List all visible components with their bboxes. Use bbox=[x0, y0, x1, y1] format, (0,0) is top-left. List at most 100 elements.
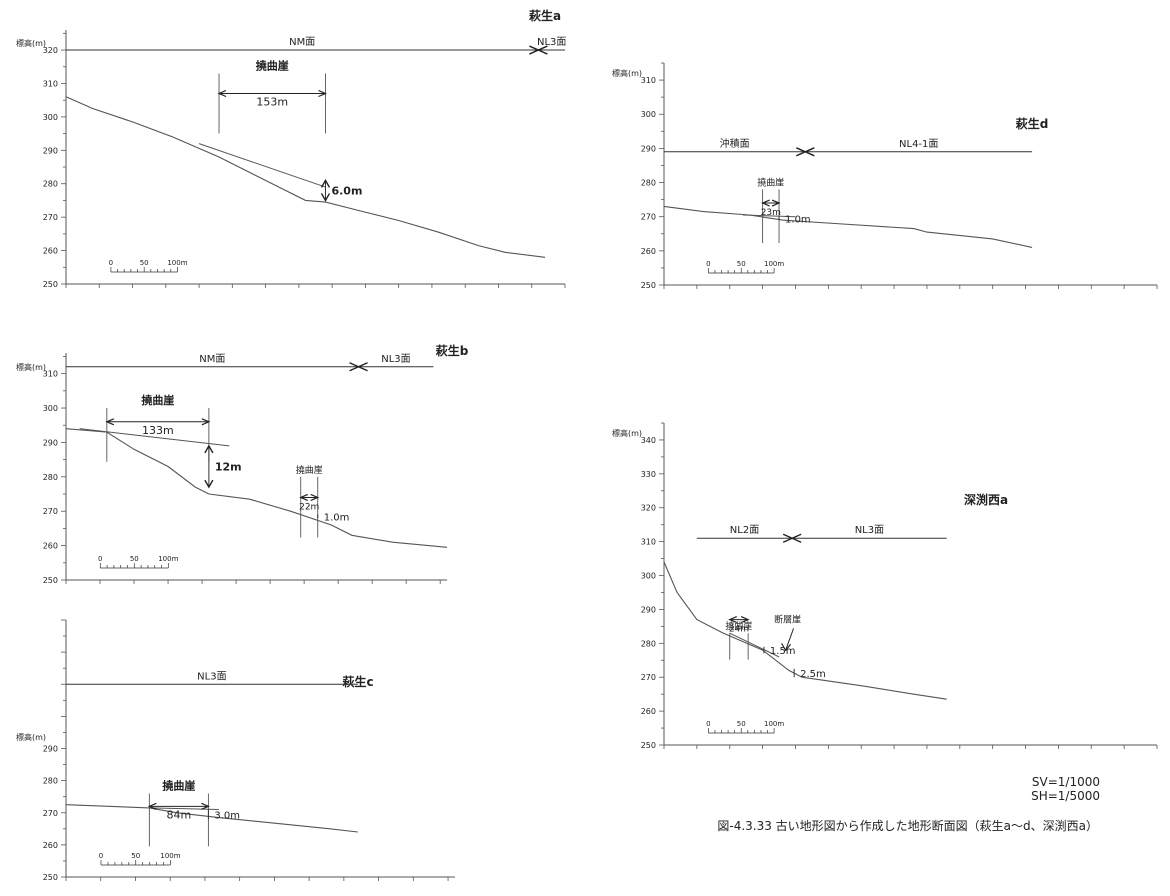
y-tick-label: 280 bbox=[641, 639, 656, 648]
axis-label: 標高(m) bbox=[16, 362, 46, 372]
projected-surface-line bbox=[742, 214, 796, 218]
scale-bar-label: 50 bbox=[737, 260, 746, 268]
scarp-arrow bbox=[217, 89, 227, 98]
y-tick-label: 340 bbox=[641, 436, 656, 445]
scale-bar-label: 0 bbox=[109, 259, 113, 267]
y-tick-label: 320 bbox=[43, 46, 58, 55]
scarp-width-label: 24m bbox=[729, 625, 749, 635]
y-tick-label: 290 bbox=[43, 438, 58, 447]
offset-label: 1.5m bbox=[770, 646, 796, 657]
surface-label: NL3面 bbox=[537, 37, 566, 48]
y-tick-label: 290 bbox=[43, 146, 58, 155]
axis-label: 標高(m) bbox=[16, 38, 46, 48]
scale-bar-label: 0 bbox=[99, 852, 103, 860]
offset-label: 1.0m bbox=[324, 512, 350, 523]
scale-bar-label: 50 bbox=[130, 555, 139, 563]
scarp-label: 撓曲崖 bbox=[757, 176, 784, 188]
offset-label: 6.0m bbox=[331, 184, 362, 197]
scale-bar-label: 50 bbox=[737, 720, 746, 728]
surface-label: NL3面 bbox=[855, 525, 884, 536]
panel-hagyu-a: 萩生a 標高(m) 250 260 270 280 290 300 310 320 NM面 NL3… bbox=[16, 8, 566, 289]
y-tick-label: 270 bbox=[43, 507, 58, 516]
y-tick-label: 310 bbox=[43, 79, 58, 88]
y-tick-label: 310 bbox=[43, 370, 58, 379]
y-tick-label: 260 bbox=[43, 841, 58, 850]
y-tick-label: 250 bbox=[641, 281, 656, 290]
scarp-width-label: 133m bbox=[142, 424, 174, 437]
y-tick-label: 290 bbox=[641, 144, 656, 153]
scarp-width-label: 153m bbox=[256, 96, 288, 109]
y-tick-label: 280 bbox=[43, 473, 58, 482]
surface-label: NL4-1面 bbox=[899, 139, 938, 150]
ground-profile bbox=[663, 561, 947, 700]
panel-title: 萩生a bbox=[528, 8, 561, 23]
panel-hagyu-d: 萩生d 標高(m) 250 260 270 280 290 300 310 沖積面 NL4-1面… bbox=[612, 62, 1158, 290]
scale-bar-label: 50 bbox=[140, 259, 149, 267]
surface-label: NL3面 bbox=[381, 354, 410, 365]
panel-hagyu-b: 萩生b 標高(m) 250 260 270 280 290 300 310 NM面 NL3面撓曲… bbox=[16, 343, 469, 585]
y-tick-label: 280 bbox=[43, 777, 58, 786]
figure-caption: 図-4.3.33 古い地形図から作成した地形断面図（萩生a〜d、深渕西a） bbox=[717, 818, 1098, 833]
y-tick-label: 250 bbox=[43, 873, 58, 882]
y-tick-label: 260 bbox=[641, 247, 656, 256]
scarp-arrow bbox=[728, 616, 737, 624]
y-tick-label: 270 bbox=[43, 213, 58, 222]
y-tick-label: 330 bbox=[641, 470, 656, 479]
y-tick-label: 250 bbox=[43, 576, 58, 585]
profile-plot: 250 260 270 280 290 300 310 320 330 340 NL2面 NL3面撓曲… bbox=[641, 422, 1158, 750]
panel-title: 萩生c bbox=[341, 674, 373, 689]
y-tick-label: 280 bbox=[641, 179, 656, 188]
scale-bar-label: 100m bbox=[167, 259, 187, 267]
scarp-width-label: 22m bbox=[299, 502, 319, 512]
scarp-label: 撓曲崖 bbox=[256, 58, 289, 72]
y-tick-label: 290 bbox=[43, 745, 58, 754]
y-tick-label: 250 bbox=[43, 280, 58, 289]
y-tick-label: 270 bbox=[641, 673, 656, 682]
offset-arrow bbox=[320, 193, 331, 202]
scarp-arrow bbox=[201, 802, 210, 810]
scale-bar-label: 0 bbox=[706, 260, 710, 268]
ground-profile bbox=[663, 205, 1033, 248]
y-tick-label: 300 bbox=[641, 572, 656, 581]
y-tick-label: 300 bbox=[641, 110, 656, 119]
offset-arrow bbox=[204, 444, 214, 454]
scarp-label: 撓曲崖 bbox=[141, 393, 174, 407]
scarp-label: 撓曲崖 bbox=[725, 620, 752, 632]
scarp-width-label: 84m bbox=[167, 808, 192, 821]
scale-bar-label: 100m bbox=[160, 852, 180, 860]
scale-bar-label: 100m bbox=[158, 555, 178, 563]
scale-bar-label: 100m bbox=[764, 720, 784, 728]
scarp-label: 撓曲崖 bbox=[162, 778, 195, 792]
scarp-width-label: 23m bbox=[761, 208, 781, 218]
ground-profile bbox=[65, 428, 448, 548]
panel-fukabuchi-nishi-a: 深渕西a 標高(m) 250 260 270 280 290 300 310 320 330 34… bbox=[612, 422, 1158, 750]
y-tick-label: 260 bbox=[43, 247, 58, 256]
axis-label: 標高(m) bbox=[16, 732, 46, 742]
scarp-arrow bbox=[771, 199, 781, 207]
surface-label: NL2面 bbox=[730, 525, 759, 536]
vertical-scale-note: SV=1/1000 bbox=[1032, 775, 1100, 789]
y-tick-label: 260 bbox=[641, 707, 656, 716]
axis-label: 標高(m) bbox=[612, 428, 642, 438]
projected-surface-line bbox=[198, 143, 326, 188]
y-tick-label: 270 bbox=[43, 809, 58, 818]
scarp-label: 断層崖 bbox=[774, 613, 801, 625]
surface-label: NM面 bbox=[199, 354, 225, 365]
scale-bar-label: 100m bbox=[764, 260, 784, 268]
horizontal-scale-note: SH=1/5000 bbox=[1031, 789, 1100, 803]
surface-arrow bbox=[536, 45, 548, 55]
y-tick-label: 280 bbox=[43, 180, 58, 189]
surface-arrow bbox=[803, 147, 815, 157]
scarp-arrow bbox=[310, 493, 320, 502]
projected-surface-line bbox=[149, 807, 219, 811]
axis-label: 標高(m) bbox=[612, 68, 642, 78]
y-tick-label: 270 bbox=[641, 213, 656, 222]
surface-label: NL3面 bbox=[197, 671, 226, 682]
offset-arrow bbox=[204, 479, 214, 489]
y-tick-label: 310 bbox=[641, 76, 656, 85]
